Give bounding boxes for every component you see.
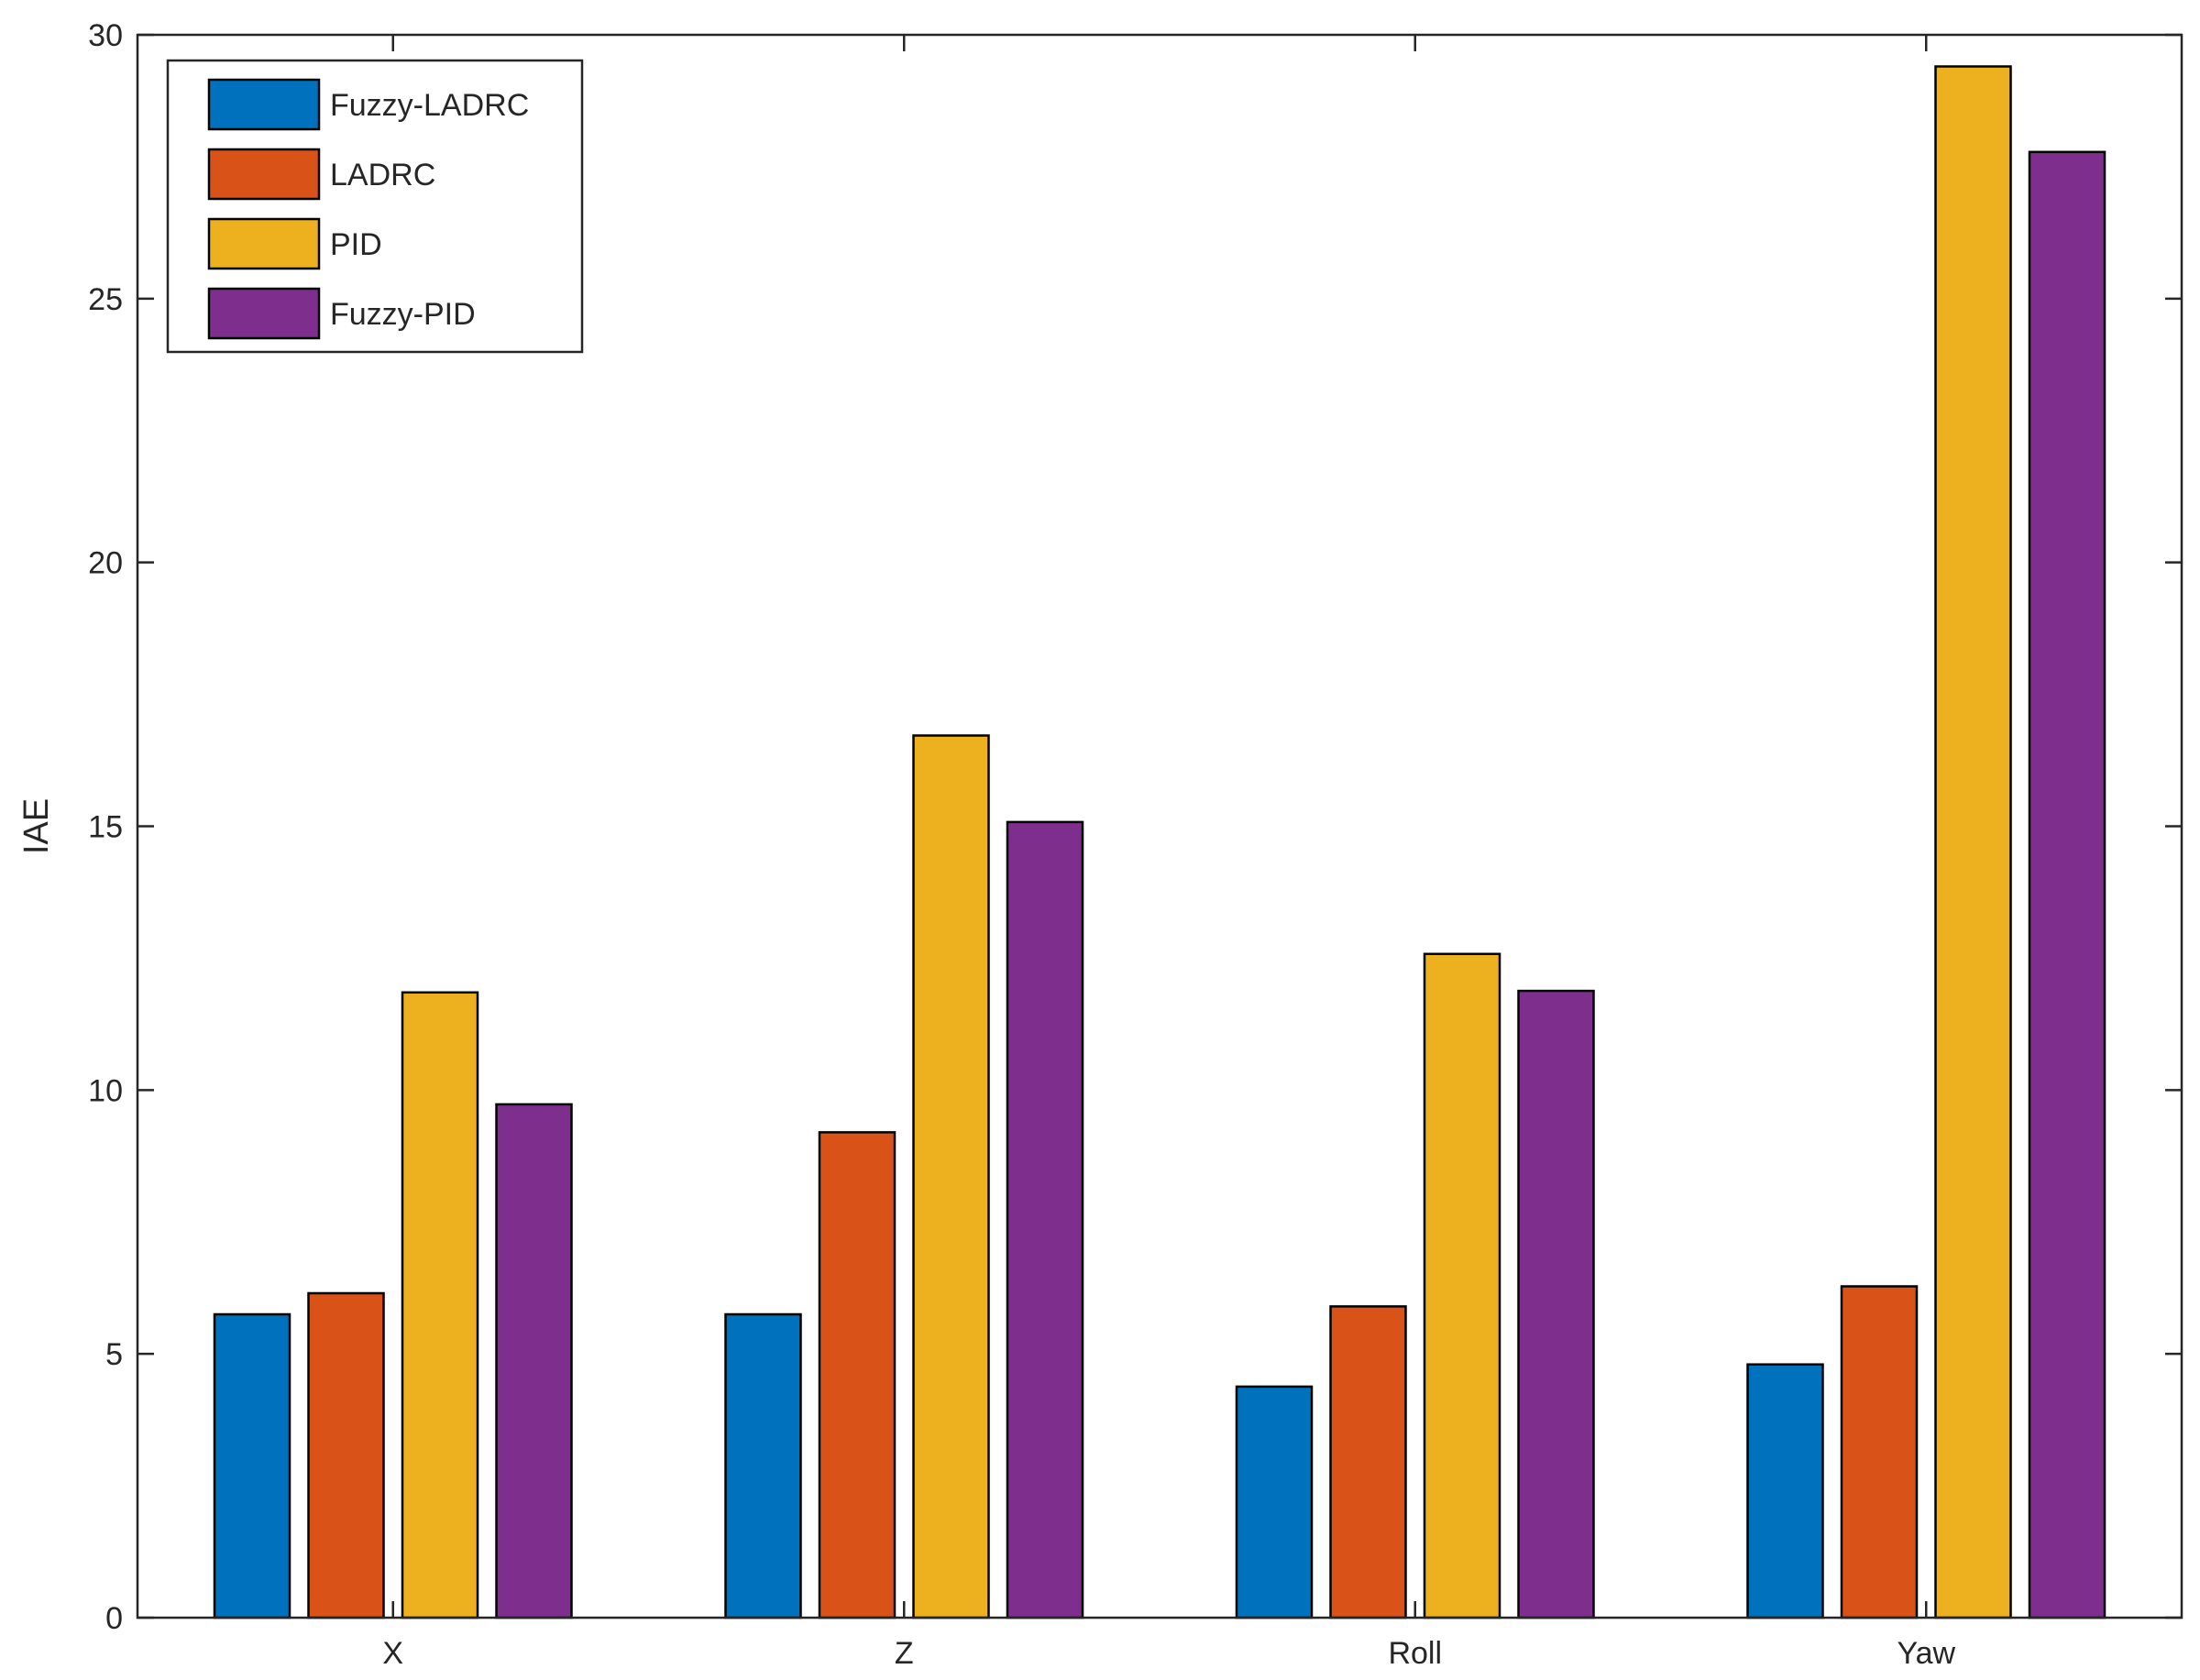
bar-fuzzy-pid-z bbox=[1006, 820, 1084, 1620]
y-tick-label: 5 bbox=[105, 1337, 123, 1372]
bar-pid-yaw bbox=[1934, 65, 2012, 1620]
y-tick-label: 15 bbox=[88, 810, 123, 845]
bar-fuzzy-ladrc-z bbox=[724, 1312, 802, 1620]
y-axis-ticks: 0 5 10 15 20 25 30 bbox=[88, 18, 2182, 1636]
legend-label-ladrc: LADRC bbox=[330, 158, 435, 192]
legend-swatch-fuzzy-ladrc bbox=[207, 78, 321, 131]
legend-swatch-pid bbox=[207, 217, 321, 270]
bar-fuzzy-pid-x bbox=[495, 1103, 573, 1620]
x-tick-label-roll: Roll bbox=[1388, 1636, 1442, 1671]
bar-fuzzy-ladrc-yaw bbox=[1746, 1363, 1824, 1620]
y-tick-label: 20 bbox=[88, 546, 123, 581]
bar-pid-roll bbox=[1423, 952, 1502, 1620]
bar-ladrc-x bbox=[307, 1291, 385, 1620]
y-tick-label: 0 bbox=[105, 1601, 123, 1636]
y-tick-label: 10 bbox=[88, 1073, 123, 1108]
bar-ladrc-z bbox=[818, 1131, 896, 1620]
x-tick-label-yaw: Yaw bbox=[1897, 1636, 1955, 1671]
bar-fuzzy-ladrc-roll bbox=[1235, 1385, 1314, 1620]
bar-pid-z bbox=[912, 734, 990, 1620]
bar-pid-x bbox=[401, 991, 479, 1620]
bar-fuzzy-pid-roll bbox=[1517, 989, 1595, 1620]
x-tick-label-z: Z bbox=[895, 1636, 914, 1671]
legend-label-pid: PID bbox=[330, 227, 382, 262]
bar-ladrc-roll bbox=[1329, 1305, 1407, 1620]
bar-ladrc-yaw bbox=[1840, 1285, 1919, 1620]
y-tick-label: 30 bbox=[88, 18, 123, 53]
legend-swatch-fuzzy-pid bbox=[207, 287, 321, 340]
y-tick-label: 25 bbox=[88, 282, 123, 317]
bar-fuzzy-ladrc-x bbox=[213, 1312, 292, 1620]
legend: Fuzzy-LADRC LADRC PID Fuzzy-PID bbox=[166, 59, 584, 354]
x-tick-label-x: X bbox=[382, 1636, 403, 1671]
axes-frame bbox=[136, 33, 2184, 1620]
y-axis-label: IAE bbox=[17, 798, 56, 854]
legend-swatch-ladrc bbox=[207, 148, 321, 201]
legend-label-fuzzy-ladrc: Fuzzy-LADRC bbox=[330, 88, 529, 123]
bars-group bbox=[213, 65, 2106, 1620]
legend-label-fuzzy-pid: Fuzzy-PID bbox=[330, 297, 476, 332]
bar-fuzzy-pid-yaw bbox=[2028, 150, 2106, 1620]
x-axis-ticks: X Z Roll Yaw bbox=[382, 35, 1956, 1671]
